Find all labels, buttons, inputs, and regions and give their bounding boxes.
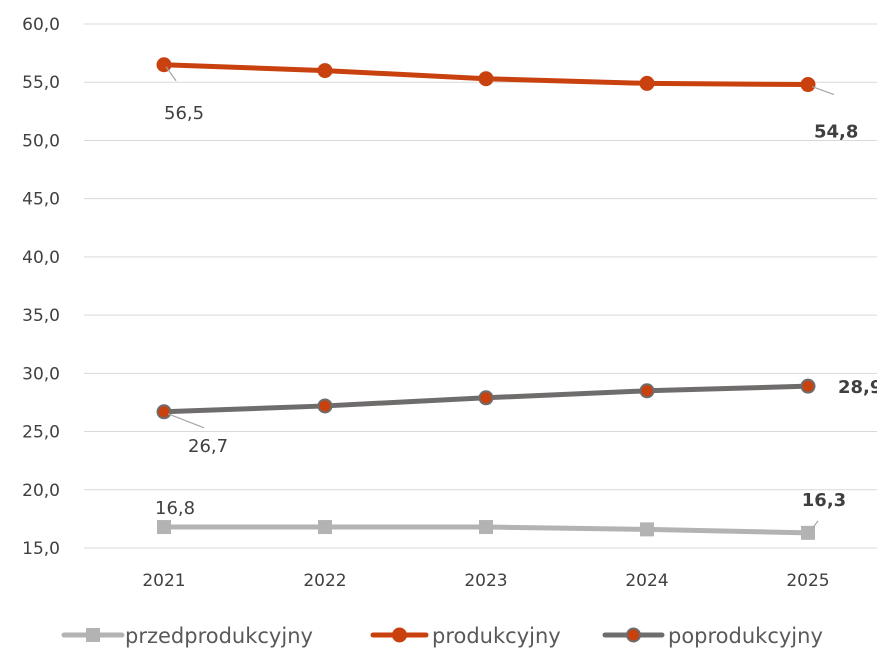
- legend: przedprodukcyjny produkcyjny poprodukcyjny: [61, 624, 823, 648]
- data-point-poprodukcyjny: [478, 390, 494, 406]
- data-point-poprodukcyjny: [800, 378, 816, 394]
- data-point-przedprodukcyjny: [318, 520, 332, 535]
- y-tick-label: 15,0: [22, 539, 60, 559]
- y-tick-label: 60,0: [22, 15, 60, 35]
- leader-line: [811, 85, 835, 96]
- x-tick-label: 2025: [786, 571, 829, 591]
- x-axis: 2021 2022 2023 2024 2025: [142, 571, 829, 591]
- legend-label: poprodukcyjny: [668, 624, 823, 648]
- x-tick-label: 2022: [303, 571, 346, 591]
- data-point-produkcyjny: [478, 71, 494, 87]
- legend-label: produkcyjny: [432, 624, 561, 648]
- leader-line: [811, 520, 819, 530]
- data-point-przedprodukcyjny: [157, 520, 171, 535]
- y-tick-label: 30,0: [22, 364, 60, 384]
- y-tick-label: 40,0: [22, 248, 60, 268]
- data-point-przedprodukcyjny: [801, 525, 815, 540]
- y-tick-label: 55,0: [22, 73, 60, 93]
- data-point-poprodukcyjny: [317, 398, 333, 414]
- x-tick-label: 2021: [142, 571, 185, 591]
- y-tick-label: 20,0: [22, 481, 60, 501]
- data-point-produkcyjny: [639, 75, 655, 91]
- data-point-produkcyjny: [800, 77, 816, 93]
- x-tick-label: 2023: [464, 571, 507, 591]
- data-label-przedprodukcyjny: 16,8: [155, 498, 195, 519]
- series-group: [156, 57, 816, 540]
- legend-label: przedprodukcyjny: [125, 624, 313, 648]
- x-tick-label: 2024: [625, 571, 668, 591]
- data-point-przedprodukcyjny: [479, 520, 493, 535]
- y-tick-label: 35,0: [22, 306, 60, 326]
- y-tick-label: 25,0: [22, 423, 60, 443]
- data-label-poprodukcyjny: 26,7: [188, 436, 228, 457]
- data-point-przedprodukcyjny: [640, 522, 654, 537]
- data-label-produkcyjny: 54,8: [814, 122, 858, 143]
- legend-swatch-marker: [86, 628, 100, 642]
- leader-line: [165, 66, 177, 82]
- y-tick-label: 45,0: [22, 190, 60, 210]
- data-label-przedprodukcyjny: 16,3: [802, 490, 846, 511]
- data-label-poprodukcyjny: 28,9: [838, 377, 877, 398]
- leader-line: [167, 413, 205, 429]
- y-axis: 15,0 20,0 25,0 30,0 35,0 40,0 45,0 50,0 55,0 60,0: [22, 15, 60, 559]
- data-label-produkcyjny: 56,5: [164, 103, 204, 124]
- data-point-poprodukcyjny: [156, 404, 172, 420]
- legend-swatch-marker: [626, 627, 641, 643]
- y-tick-label: 50,0: [22, 131, 60, 151]
- legend-swatch-marker: [392, 627, 407, 643]
- data-point-poprodukcyjny: [639, 383, 655, 399]
- data-point-produkcyjny: [317, 63, 333, 79]
- data-labels: 16,8 16,3 56,5 54,8 26,7 28,9: [155, 66, 877, 530]
